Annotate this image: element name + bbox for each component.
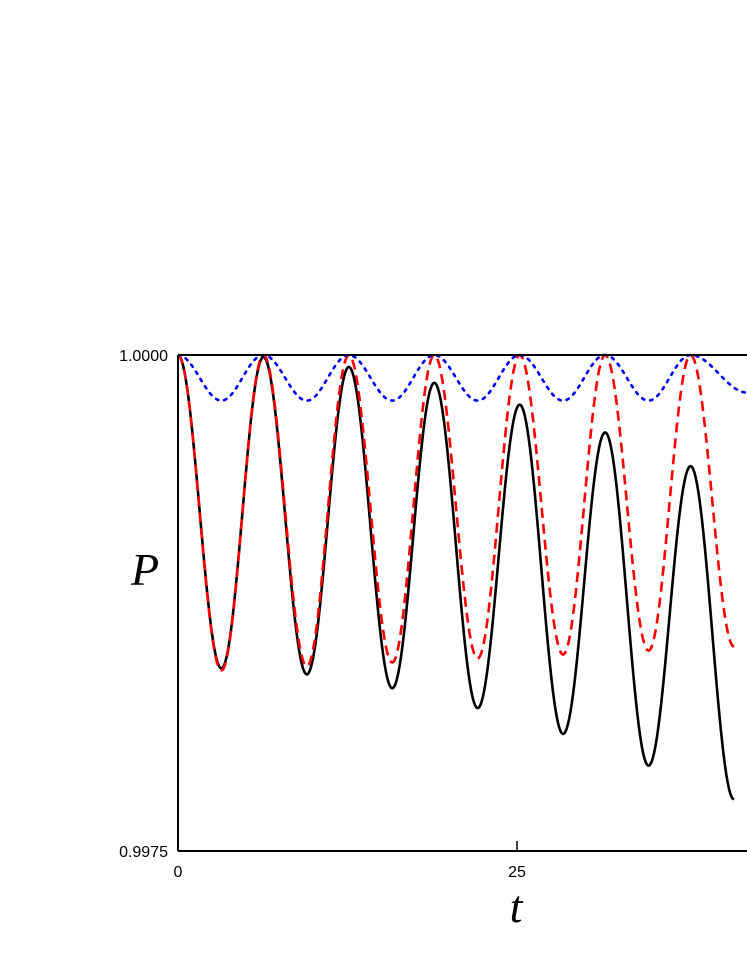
y-tick-label: 1.0000 <box>119 348 168 365</box>
x-tick-label: 25 <box>508 864 526 881</box>
x-tick-label: 0 <box>174 864 183 881</box>
y-axis-label: P <box>130 544 159 595</box>
axes <box>177 354 747 852</box>
series-line-dashed <box>178 353 735 672</box>
series-layer <box>178 353 747 801</box>
series-line-dotted <box>178 353 747 402</box>
ticks: 0 25 1.0000 0.9975 <box>119 348 526 881</box>
y-tick-label: 0.9975 <box>119 844 168 861</box>
x-axis-label: t <box>510 881 524 932</box>
series-line-solid <box>178 353 735 801</box>
